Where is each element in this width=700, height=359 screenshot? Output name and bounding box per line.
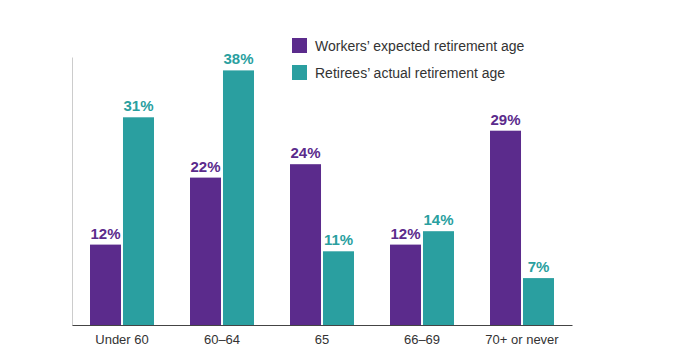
bar [123, 117, 154, 325]
legend-item: Workers’ expected retirement age [292, 38, 525, 54]
data-label: 22% [190, 158, 220, 175]
data-label: 24% [290, 144, 320, 161]
legend-item: Retirees’ actual retirement age [292, 65, 505, 81]
x-axis: Under 60 60–64 65 66–69 70+ or never [73, 326, 573, 347]
x-tick: 60–64 [204, 332, 240, 347]
bar [290, 164, 321, 325]
legend-swatch [292, 38, 307, 53]
data-label: 29% [490, 111, 520, 128]
bar [90, 245, 121, 325]
chart: 12% 22% 24% 12% 29% 31% 38% 11% 14% 7% Under 60 60–… [0, 0, 700, 359]
legend-label: Retirees’ actual retirement age [315, 65, 505, 81]
bar [490, 131, 521, 325]
bar [190, 178, 221, 325]
data-label: 7% [528, 258, 550, 275]
bar [390, 245, 421, 325]
bar [423, 231, 454, 325]
x-tick-label: 66–69 [404, 332, 440, 347]
x-tick-label: 60–64 [204, 332, 240, 347]
bar [323, 251, 354, 325]
x-tick-label: Under 60 [95, 332, 148, 347]
data-labels: 12% 22% 24% 12% 29% 31% 38% 11% 14% 7% [90, 50, 549, 275]
data-label: 12% [390, 225, 420, 242]
data-label: 12% [90, 225, 120, 242]
legend-swatch [292, 65, 307, 80]
x-axis-line [73, 325, 573, 326]
data-label: 38% [223, 50, 253, 67]
legend-label: Workers’ expected retirement age [315, 38, 525, 54]
data-label: 31% [123, 97, 153, 114]
x-tick-label: 70+ or never [485, 332, 559, 347]
y-axis [72, 58, 73, 326]
x-tick: 70+ or never [485, 332, 559, 347]
data-label: 14% [423, 211, 453, 228]
y-axis-line [72, 58, 73, 326]
bars [90, 70, 554, 325]
x-tick: Under 60 [95, 332, 148, 347]
bar [223, 70, 254, 325]
data-label: 11% [324, 231, 353, 248]
x-tick: 65 [315, 332, 329, 347]
x-tick-label: 65 [315, 332, 329, 347]
x-tick: 66–69 [404, 332, 440, 347]
legend: Workers’ expected retirement age Retirees… [292, 38, 525, 81]
bar [523, 278, 554, 325]
